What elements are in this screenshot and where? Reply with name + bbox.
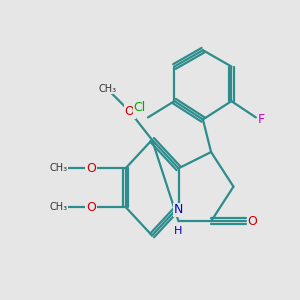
Text: Cl: Cl [134,101,146,114]
Text: O: O [86,200,96,214]
Text: O: O [86,162,96,175]
Text: F: F [258,113,265,126]
Text: H: H [174,226,183,236]
Text: CH₃: CH₃ [49,202,68,212]
Text: N: N [174,203,183,216]
Text: CH₃: CH₃ [49,163,68,173]
Text: O: O [248,215,258,228]
Text: CH₃: CH₃ [98,84,116,94]
Text: O: O [125,105,135,118]
